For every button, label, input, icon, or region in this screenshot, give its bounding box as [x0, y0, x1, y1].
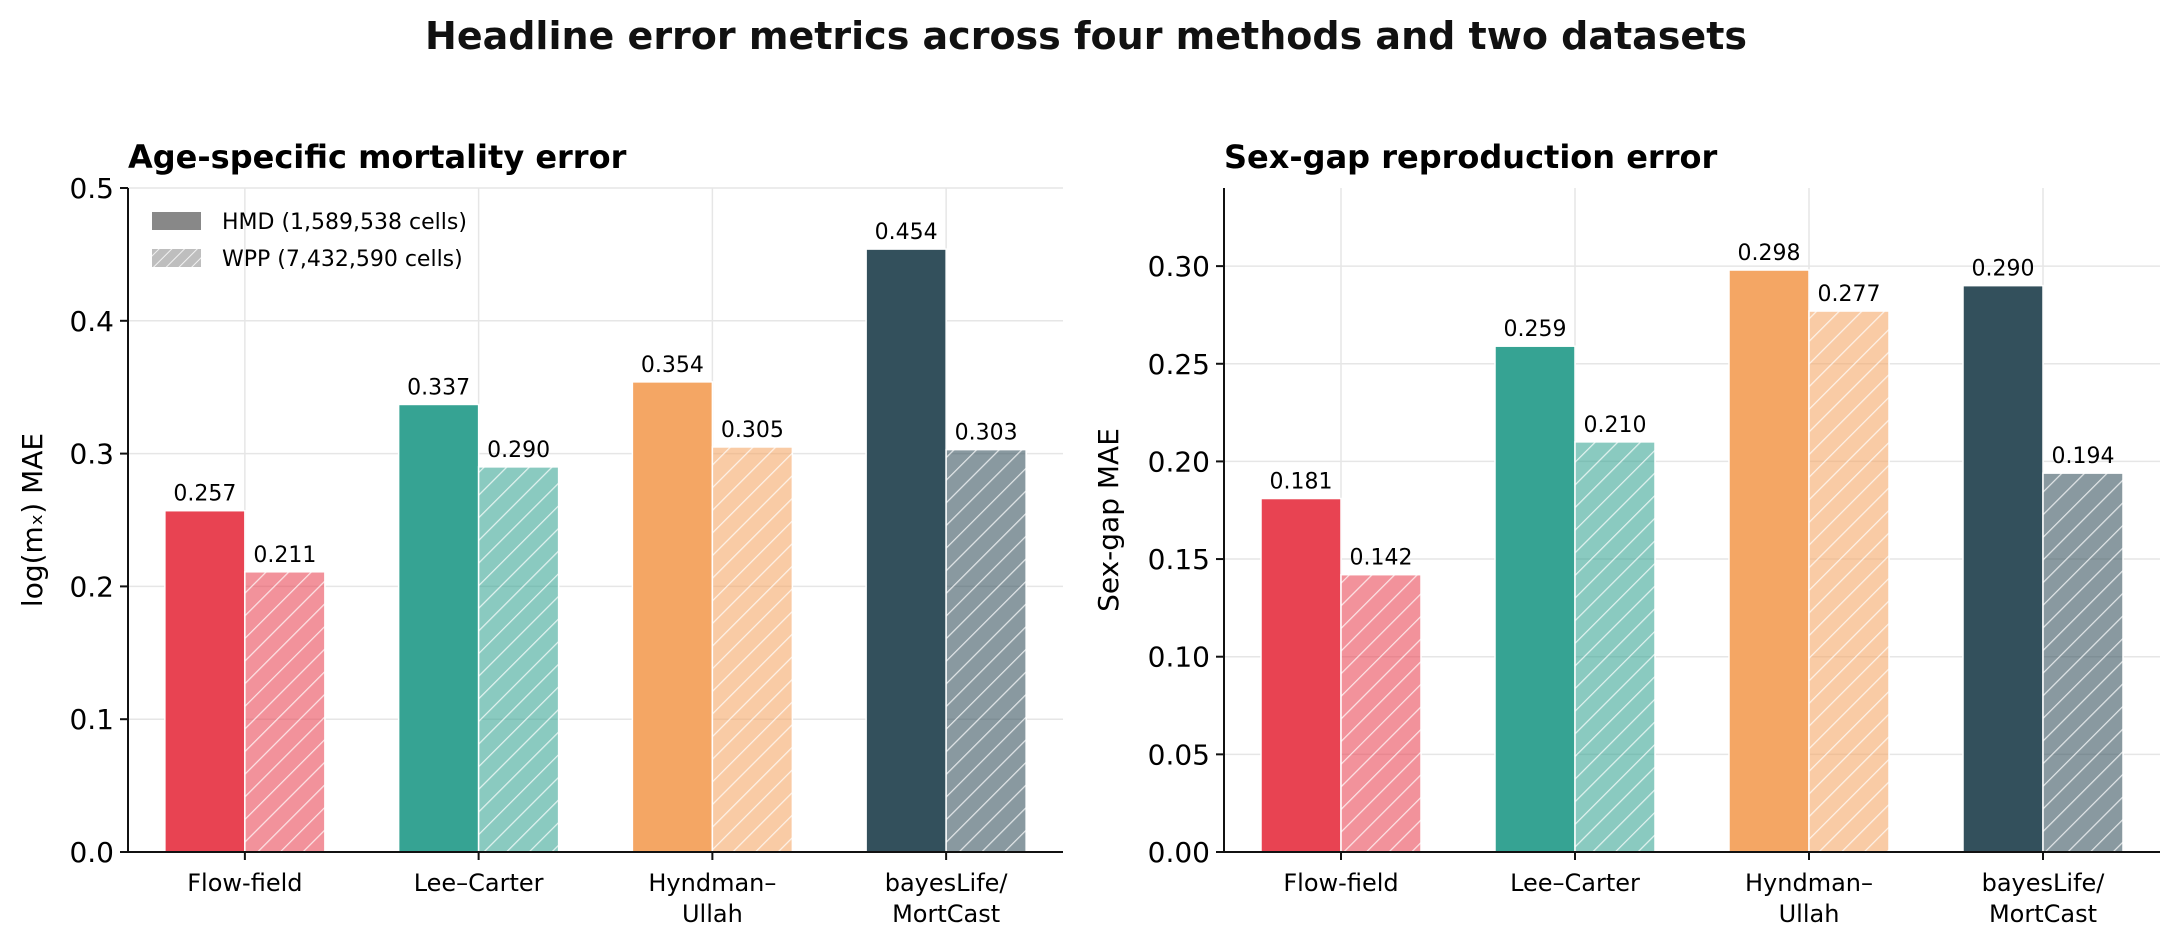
data-label: 0.259 [1504, 317, 1567, 342]
x-tick-label: Flow-field [1283, 869, 1398, 897]
y-tick-label: 0.15 [1148, 543, 1210, 576]
bar-hatch [2043, 473, 2123, 852]
data-label: 0.142 [1350, 546, 1413, 571]
y-tick-label: 0.1 [69, 703, 114, 736]
x-tick-label: Ullah [682, 900, 743, 928]
bar-hmd [1260, 497, 1342, 853]
legend-swatch-hatch [152, 249, 201, 267]
y-tick-label: 0.30 [1148, 250, 1210, 283]
data-label: 0.354 [641, 353, 704, 378]
data-label: 0.257 [173, 482, 236, 507]
bar-hmd [1962, 284, 2044, 853]
legend-label: HMD (1,589,538 cells) [222, 210, 467, 235]
data-label: 0.303 [955, 421, 1018, 446]
y-tick-label: 0.2 [69, 570, 114, 603]
bar-hmd [865, 248, 947, 853]
data-label: 0.290 [1972, 257, 2035, 282]
y-tick-label: 0.5 [69, 172, 114, 205]
x-tick-label: Lee–Carter [414, 869, 544, 897]
y-axis-label: log(mₓ) MAE [16, 433, 49, 607]
data-label: 0.305 [721, 418, 784, 443]
y-tick-label: 0.20 [1148, 445, 1210, 478]
bar-hatch [244, 571, 325, 852]
x-tick-label: Flow-field [187, 869, 302, 897]
bar-hatch [946, 449, 1027, 852]
data-label: 0.454 [875, 220, 938, 245]
bar-hatch [1341, 574, 1421, 852]
data-label: 0.194 [2052, 444, 2115, 469]
bar-hmd [631, 381, 714, 853]
data-label: 0.298 [1738, 241, 1801, 266]
y-tick-label: 0.4 [69, 305, 114, 338]
x-tick-label: bayesLife/ [1982, 869, 2106, 897]
y-tick-label: 0.3 [69, 438, 114, 471]
mortality-error-chart: 0.0 0.1 0.2 0.3 0.4 0.5 0.257 0.337 0.354 0.454 0.… [16, 138, 1063, 928]
panel-title: Sex-gap reproduction error [1224, 138, 1717, 176]
y-axis-label: Sex-gap MAE [1092, 428, 1125, 612]
data-label: 0.210 [1584, 413, 1647, 438]
x-tick-label: MortCast [1989, 900, 2097, 928]
x-tick-label: Hyndman– [1745, 869, 1873, 897]
figure-title: Headline error metrics across four metho… [425, 14, 1747, 58]
data-label: 0.211 [253, 543, 316, 568]
legend-label: WPP (7,432,590 cells) [222, 247, 463, 272]
panel-title: Age-specific mortality error [128, 138, 627, 176]
data-label: 0.290 [487, 438, 550, 463]
y-tick-label: 0.25 [1148, 348, 1210, 381]
bar-hatch [478, 466, 559, 852]
x-tick-label: Ullah [1779, 900, 1840, 928]
x-tick-label: Lee–Carter [1510, 869, 1640, 897]
x-tick-label: bayesLife/ [885, 869, 1009, 897]
y-tick-label: 0.0 [69, 836, 114, 869]
data-label: 0.181 [1270, 470, 1333, 495]
bar-hatch [1575, 441, 1655, 852]
bar-hatch [712, 446, 793, 852]
x-tick-label: Hyndman– [648, 869, 776, 897]
bar-hmd [397, 403, 480, 853]
sex-gap-error-chart: 0.00 0.05 0.10 0.15 0.20 0.25 0.30 0.181 0.259 0.… [1092, 138, 2160, 928]
data-label: 0.277 [1818, 282, 1881, 307]
y-tick-label: 0.00 [1148, 836, 1210, 869]
y-tick-label: 0.05 [1148, 738, 1210, 771]
x-tick-label: MortCast [892, 900, 1000, 928]
bar-hmd [1728, 269, 1810, 853]
y-tick-label: 0.10 [1148, 641, 1210, 674]
bar-hmd [164, 509, 246, 853]
data-label: 0.337 [407, 375, 470, 400]
bar-hmd [1494, 345, 1576, 853]
legend-swatch [152, 212, 201, 230]
bar-hatch [1809, 311, 1889, 853]
